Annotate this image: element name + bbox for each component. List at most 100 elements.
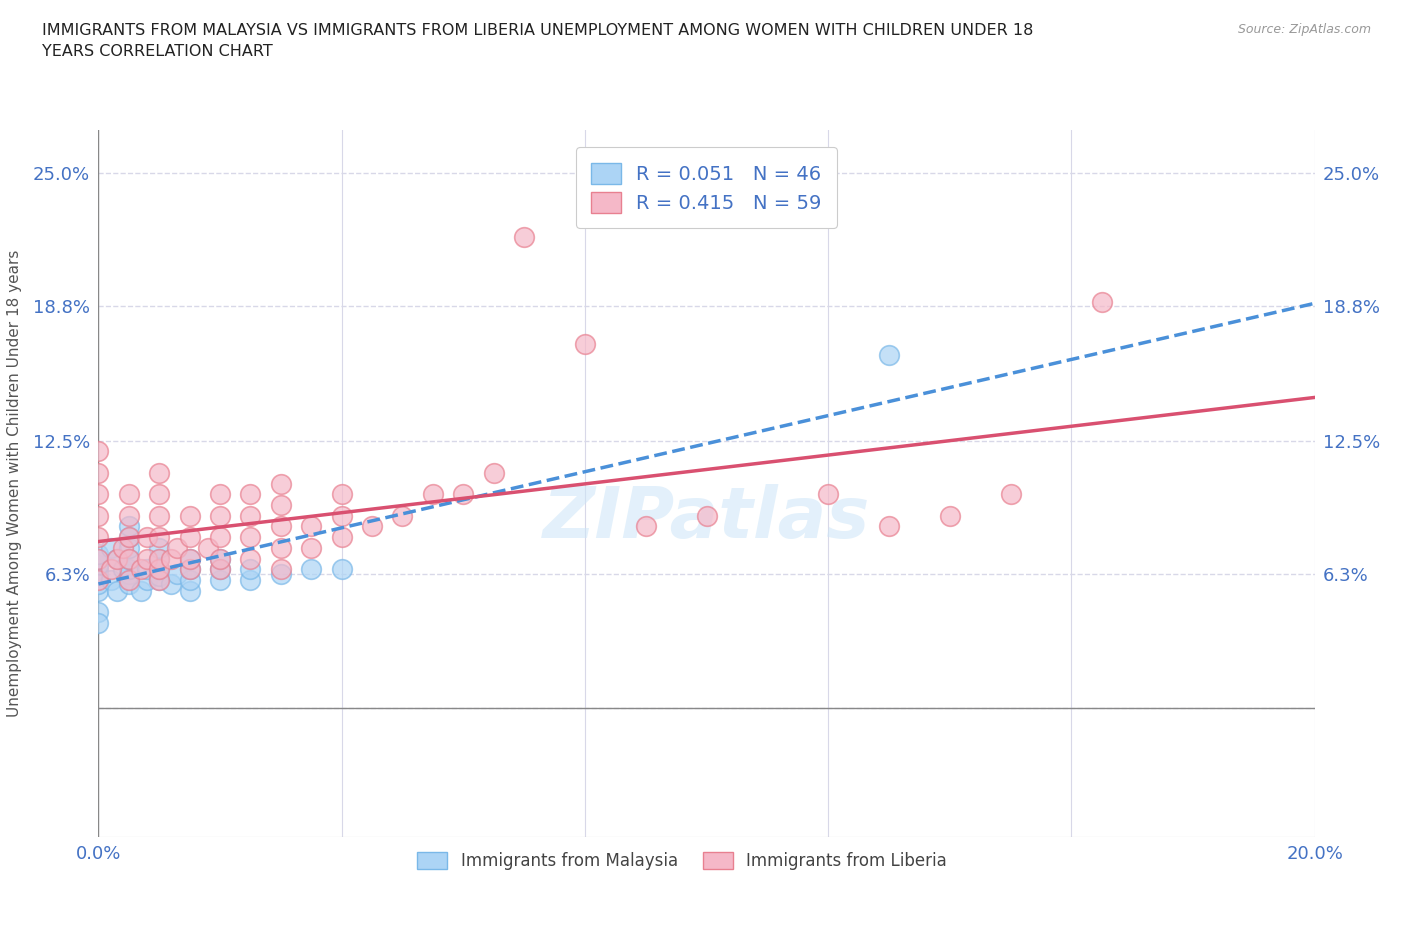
Point xyxy=(118,573,141,588)
Point xyxy=(118,530,141,545)
Point xyxy=(179,509,201,524)
Point xyxy=(148,540,170,555)
Point xyxy=(166,540,188,555)
Point xyxy=(239,487,262,502)
Point xyxy=(239,509,262,524)
Point xyxy=(118,487,141,502)
Point xyxy=(361,519,384,534)
Point xyxy=(270,562,292,577)
Point xyxy=(877,519,900,534)
Point xyxy=(817,487,839,502)
Point xyxy=(87,547,110,562)
Point xyxy=(148,487,170,502)
Point xyxy=(209,509,232,524)
Point xyxy=(391,509,413,524)
Point xyxy=(118,551,141,566)
Point xyxy=(136,551,159,566)
Point xyxy=(118,562,141,577)
Point xyxy=(179,583,201,598)
Point xyxy=(209,573,232,588)
Point xyxy=(136,562,159,577)
Point xyxy=(129,583,152,598)
Point xyxy=(87,583,110,598)
Point xyxy=(513,230,536,245)
Point xyxy=(118,551,141,566)
Point xyxy=(100,540,122,555)
Point xyxy=(634,519,657,534)
Point xyxy=(877,348,900,363)
Point xyxy=(148,465,170,480)
Point xyxy=(87,562,110,577)
Text: ZIPatlas: ZIPatlas xyxy=(543,485,870,553)
Point xyxy=(87,616,110,631)
Point xyxy=(100,562,122,577)
Point xyxy=(160,577,183,591)
Point xyxy=(270,498,292,512)
Point xyxy=(118,519,141,534)
Point xyxy=(100,573,122,588)
Point xyxy=(118,573,141,588)
Point xyxy=(330,509,353,524)
Point xyxy=(87,465,110,480)
Point xyxy=(118,540,141,555)
Point xyxy=(87,573,110,588)
Point xyxy=(330,562,353,577)
Point xyxy=(209,551,232,566)
Point xyxy=(136,530,159,545)
Point xyxy=(330,530,353,545)
Point xyxy=(148,573,170,588)
Point xyxy=(148,551,170,566)
Point xyxy=(179,562,201,577)
Point xyxy=(1000,487,1022,502)
Point xyxy=(87,444,110,458)
Point xyxy=(299,540,322,555)
Point xyxy=(239,573,262,588)
Point xyxy=(422,487,444,502)
Point xyxy=(239,562,262,577)
Point xyxy=(160,551,183,566)
Point xyxy=(111,540,134,555)
Point xyxy=(209,562,232,577)
Point xyxy=(270,476,292,491)
Point xyxy=(197,540,219,555)
Point xyxy=(270,566,292,581)
Point xyxy=(209,487,232,502)
Point xyxy=(179,530,201,545)
Point xyxy=(87,577,110,591)
Point xyxy=(105,551,128,566)
Point xyxy=(118,530,141,545)
Point xyxy=(179,551,201,566)
Point xyxy=(118,566,141,581)
Point xyxy=(239,530,262,545)
Point xyxy=(209,562,232,577)
Point xyxy=(87,551,110,566)
Point xyxy=(87,558,110,573)
Point xyxy=(87,566,110,581)
Point xyxy=(148,568,170,583)
Point xyxy=(148,509,170,524)
Point xyxy=(299,519,322,534)
Point xyxy=(179,562,201,577)
Point xyxy=(179,573,201,588)
Point xyxy=(87,551,110,566)
Text: Source: ZipAtlas.com: Source: ZipAtlas.com xyxy=(1237,23,1371,36)
Point xyxy=(270,519,292,534)
Point xyxy=(939,509,962,524)
Y-axis label: Unemployment Among Women with Children Under 18 years: Unemployment Among Women with Children U… xyxy=(7,250,21,717)
Text: IMMIGRANTS FROM MALAYSIA VS IMMIGRANTS FROM LIBERIA UNEMPLOYMENT AMONG WOMEN WIT: IMMIGRANTS FROM MALAYSIA VS IMMIGRANTS F… xyxy=(42,23,1033,60)
Point xyxy=(696,509,718,524)
Point xyxy=(148,573,170,588)
Point xyxy=(330,487,353,502)
Point xyxy=(179,551,201,566)
Point xyxy=(482,465,505,480)
Point xyxy=(1091,294,1114,309)
Point xyxy=(148,551,170,566)
Point xyxy=(87,568,110,583)
Point xyxy=(148,530,170,545)
Point xyxy=(87,604,110,619)
Point xyxy=(118,509,141,524)
Point xyxy=(111,562,134,577)
Point xyxy=(148,562,170,577)
Point xyxy=(87,509,110,524)
Point xyxy=(87,487,110,502)
